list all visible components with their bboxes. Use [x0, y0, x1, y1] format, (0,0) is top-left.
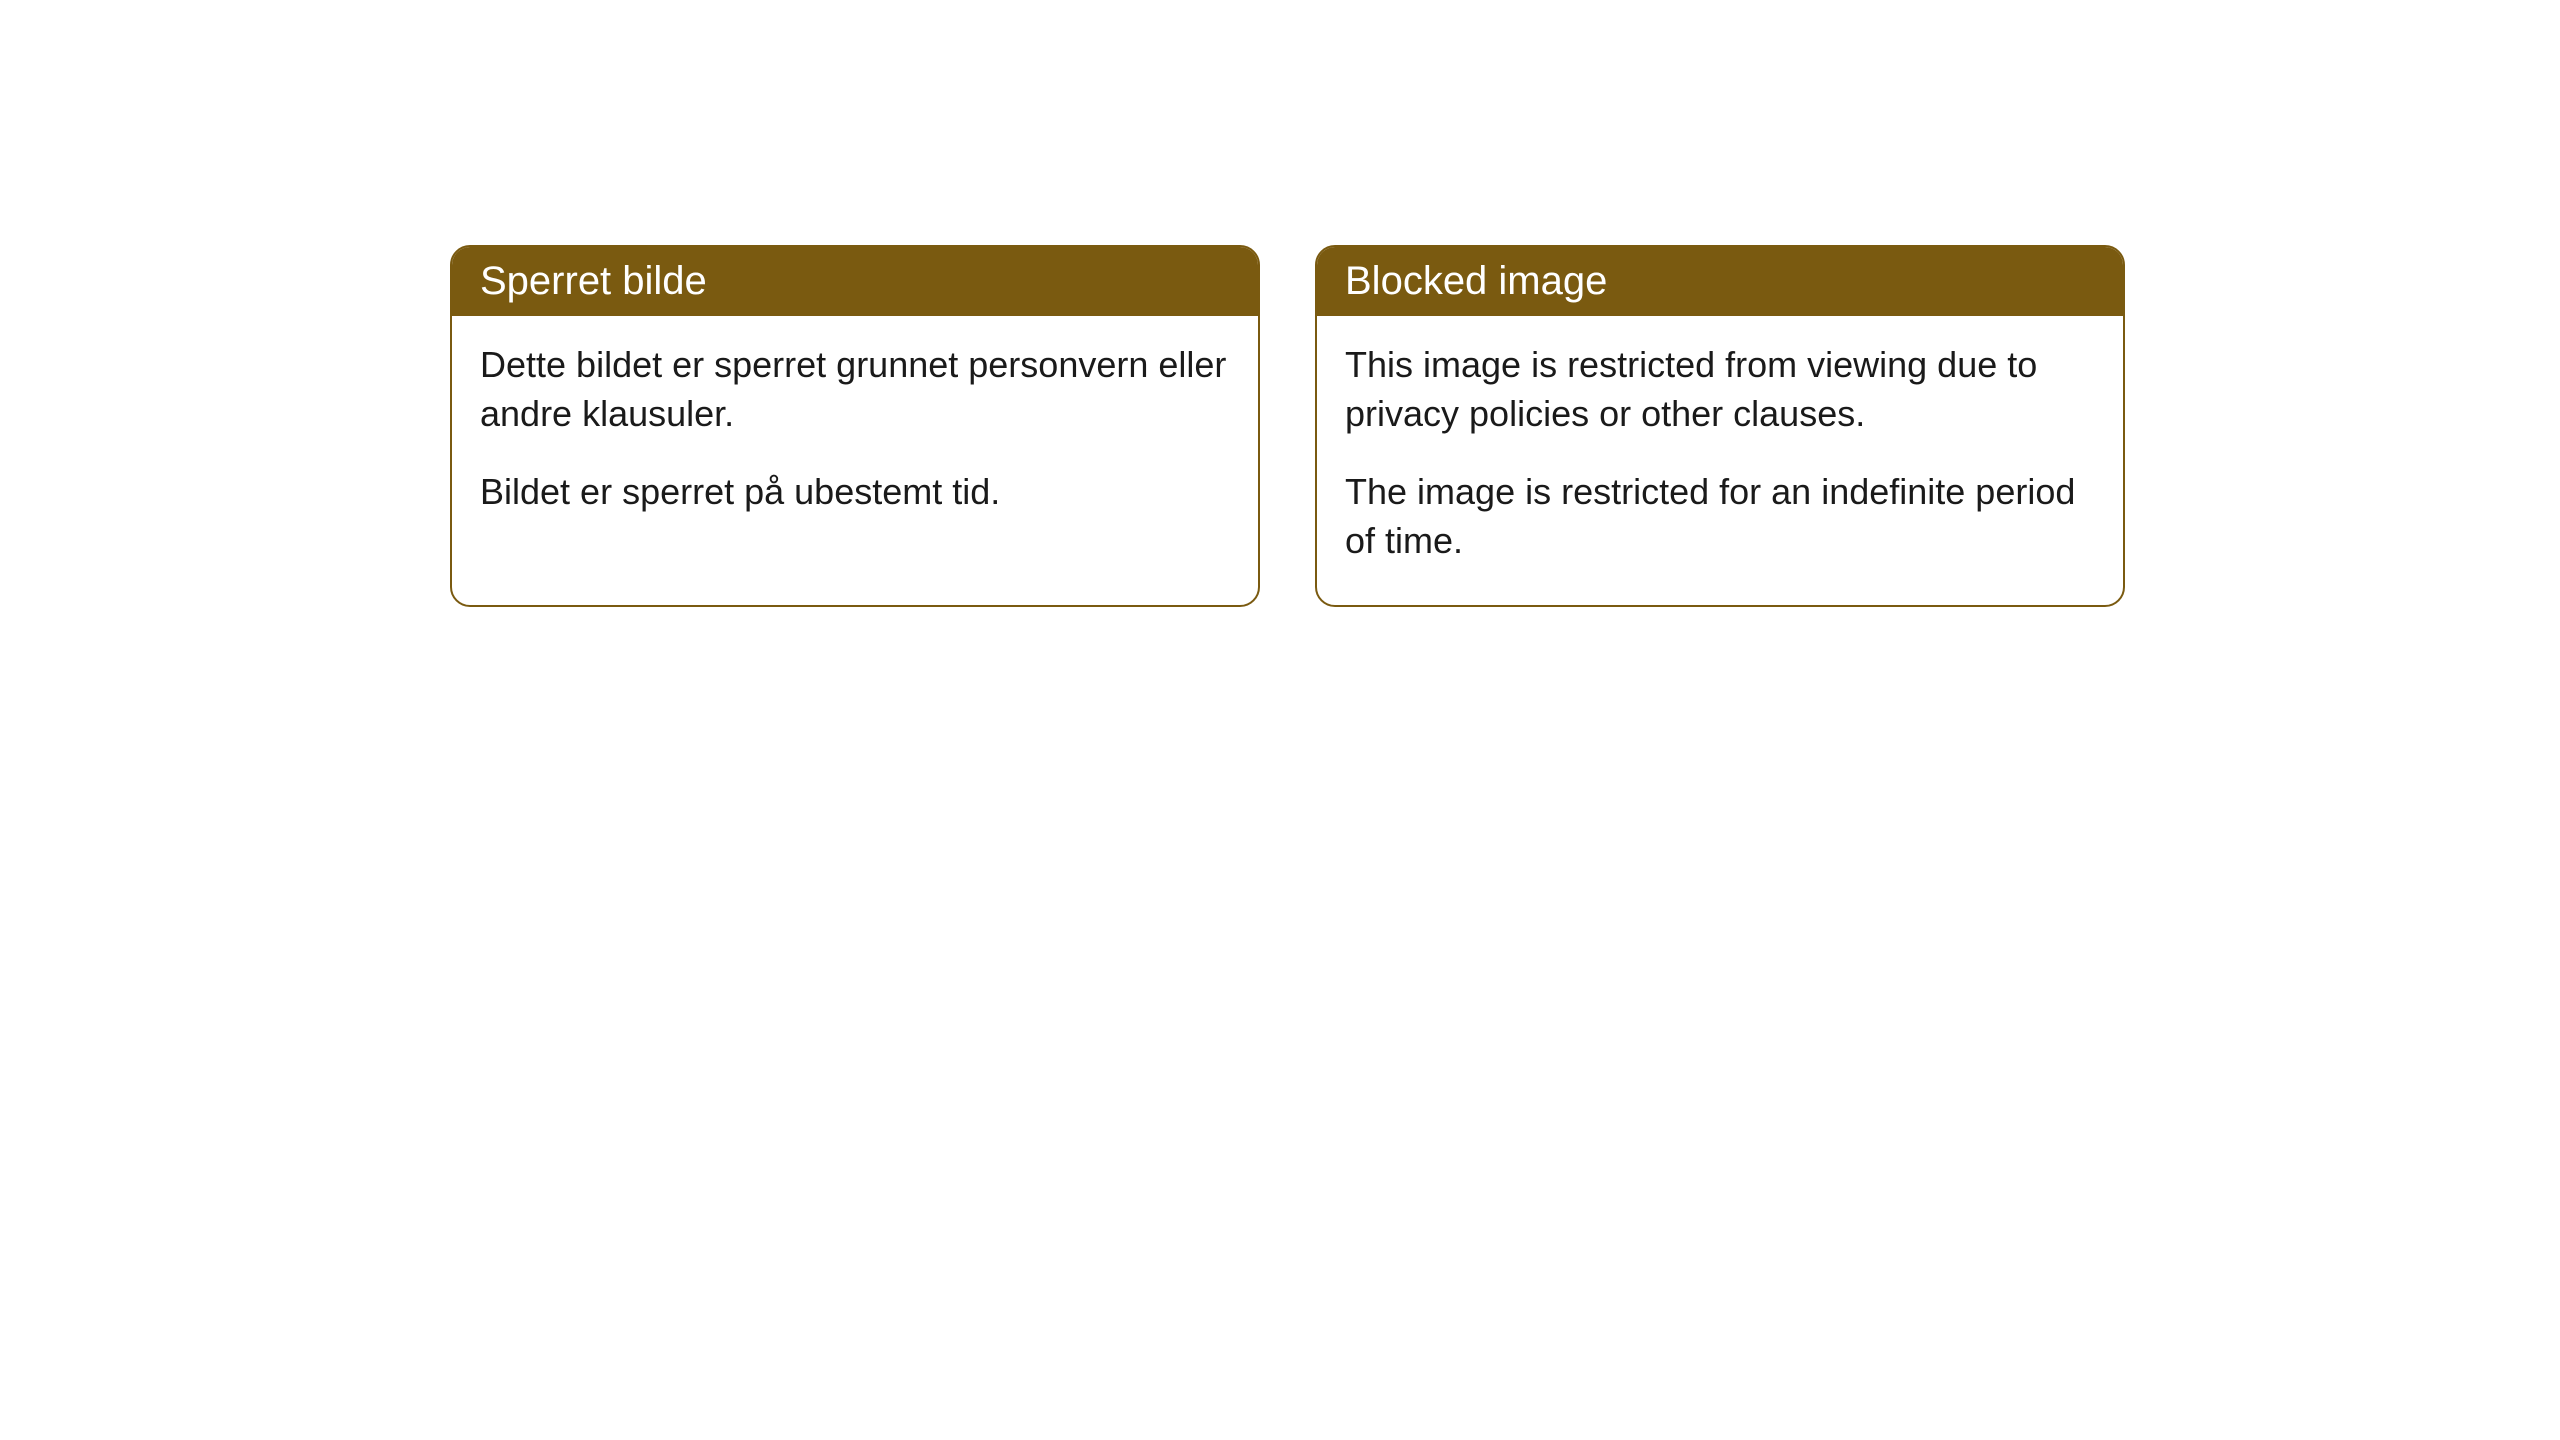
blocked-image-card-en: Blocked image This image is restricted f… [1315, 245, 2125, 607]
card-header-en: Blocked image [1317, 247, 2123, 316]
card-text-en-1: This image is restricted from viewing du… [1345, 341, 2095, 438]
card-text-no-1: Dette bildet er sperret grunnet personve… [480, 341, 1230, 438]
card-text-no-2: Bildet er sperret på ubestemt tid. [480, 468, 1230, 517]
card-body-en: This image is restricted from viewing du… [1317, 316, 2123, 605]
card-header-no: Sperret bilde [452, 247, 1258, 316]
notice-cards-container: Sperret bilde Dette bildet er sperret gr… [450, 245, 2560, 607]
blocked-image-card-no: Sperret bilde Dette bildet er sperret gr… [450, 245, 1260, 607]
card-text-en-2: The image is restricted for an indefinit… [1345, 468, 2095, 565]
card-body-no: Dette bildet er sperret grunnet personve… [452, 316, 1258, 557]
